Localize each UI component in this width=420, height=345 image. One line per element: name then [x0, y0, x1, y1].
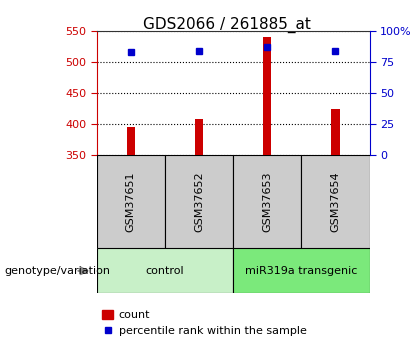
Bar	[302, 155, 370, 248]
Text: GSM37653: GSM37653	[262, 171, 272, 232]
Bar	[97, 155, 165, 248]
Text: miR319a transgenic: miR319a transgenic	[245, 266, 357, 276]
Bar	[233, 155, 302, 248]
Text: control: control	[146, 266, 184, 276]
Bar	[233, 248, 370, 293]
Legend: count, percentile rank within the sample: count, percentile rank within the sample	[102, 310, 307, 336]
Text: GDS2066 / 261885_at: GDS2066 / 261885_at	[143, 17, 311, 33]
Bar	[127, 127, 135, 155]
Text: GSM37651: GSM37651	[126, 171, 136, 232]
Text: genotype/variation: genotype/variation	[4, 266, 110, 276]
Bar	[195, 119, 203, 155]
Bar	[97, 248, 233, 293]
Text: GSM37652: GSM37652	[194, 171, 204, 232]
Bar	[331, 109, 340, 155]
Bar	[263, 37, 271, 155]
Text: GSM37654: GSM37654	[331, 171, 341, 232]
Bar	[165, 155, 233, 248]
